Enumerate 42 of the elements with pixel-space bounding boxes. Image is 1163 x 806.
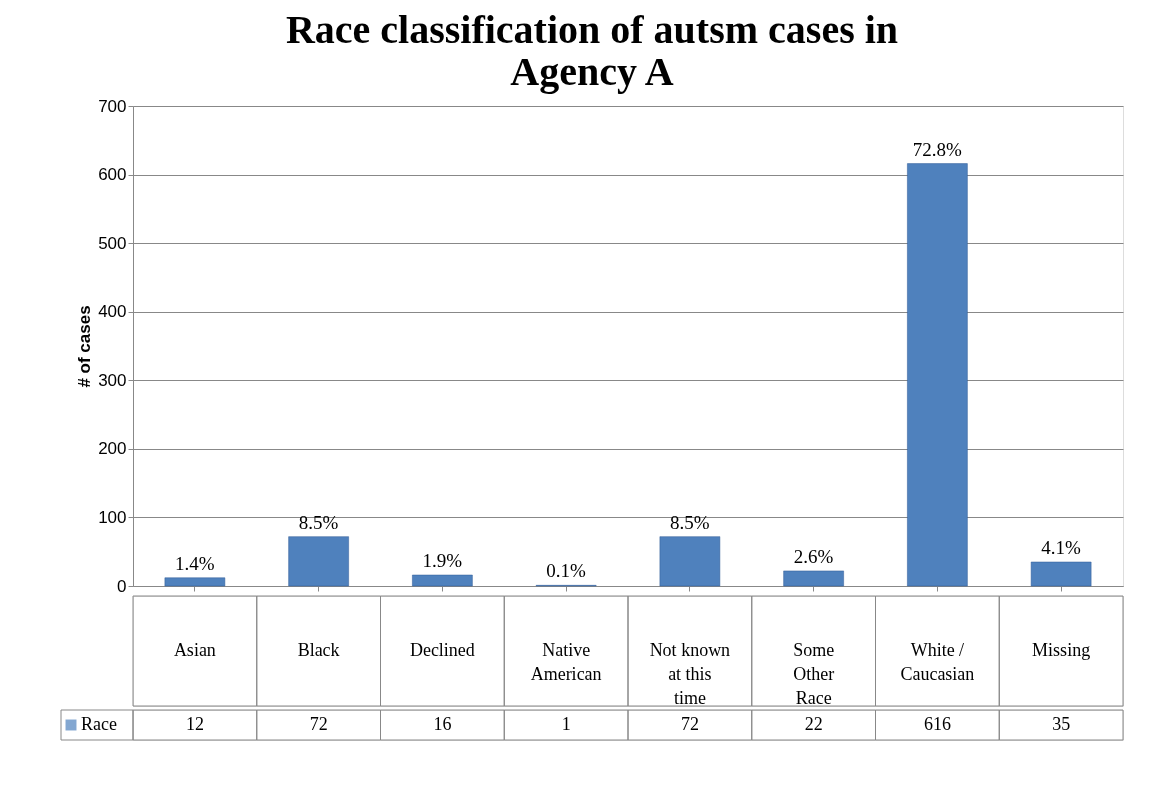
bar <box>412 574 473 587</box>
y-tick-label: 600 <box>98 165 127 185</box>
y-tick-label: 700 <box>98 96 127 116</box>
annotation: 4.1% <box>1041 537 1082 558</box>
y-tick-label: 200 <box>98 439 127 459</box>
y-axis-title: # of cases <box>75 305 95 388</box>
x-tick-label: Asian <box>173 640 216 660</box>
annotation: 2.6% <box>793 545 834 567</box>
annotation: 0.1% <box>546 560 587 582</box>
x-tick-label: Not known at this time <box>649 640 731 708</box>
annotation: 8.5% <box>670 511 710 533</box>
annotation: 1.9% <box>422 550 463 572</box>
y-tick-label: 100 <box>98 507 127 527</box>
legend-label: Race <box>81 714 117 734</box>
data-label: 72 <box>309 714 328 734</box>
data-label: 616 <box>923 714 951 734</box>
bar <box>1030 561 1092 587</box>
annotation: 1.4% <box>175 552 215 574</box>
data-label: 35 <box>1052 714 1071 734</box>
x-tick-label: Missing <box>1032 640 1091 660</box>
x-tick-label: Native American <box>530 640 602 684</box>
x-tick-label: Declined <box>409 640 475 660</box>
chart-title: Race classification of autsm cases in Agency A <box>285 6 899 94</box>
data-label: 12 <box>185 714 204 734</box>
bar <box>907 163 968 587</box>
y-tick-label: 500 <box>98 233 127 253</box>
bar <box>783 570 844 587</box>
y-tick-label: 0 <box>117 576 127 596</box>
bar <box>164 577 226 587</box>
bar <box>659 536 721 587</box>
annotation: 72.8% <box>912 138 963 160</box>
data-label: 16 <box>433 714 452 734</box>
y-tick-label: 400 <box>98 302 127 322</box>
bar <box>288 536 349 587</box>
x-tick-label: White / Caucasian <box>900 640 975 684</box>
data-label: 72 <box>680 714 699 734</box>
x-tick-label: Black <box>297 640 340 660</box>
annotation: 8.5% <box>298 511 339 533</box>
data-label: 1 <box>561 714 571 734</box>
data-label: 22 <box>804 714 823 734</box>
x-tick-label: Some Other Race <box>793 640 835 708</box>
y-tick-label: 300 <box>98 370 127 390</box>
